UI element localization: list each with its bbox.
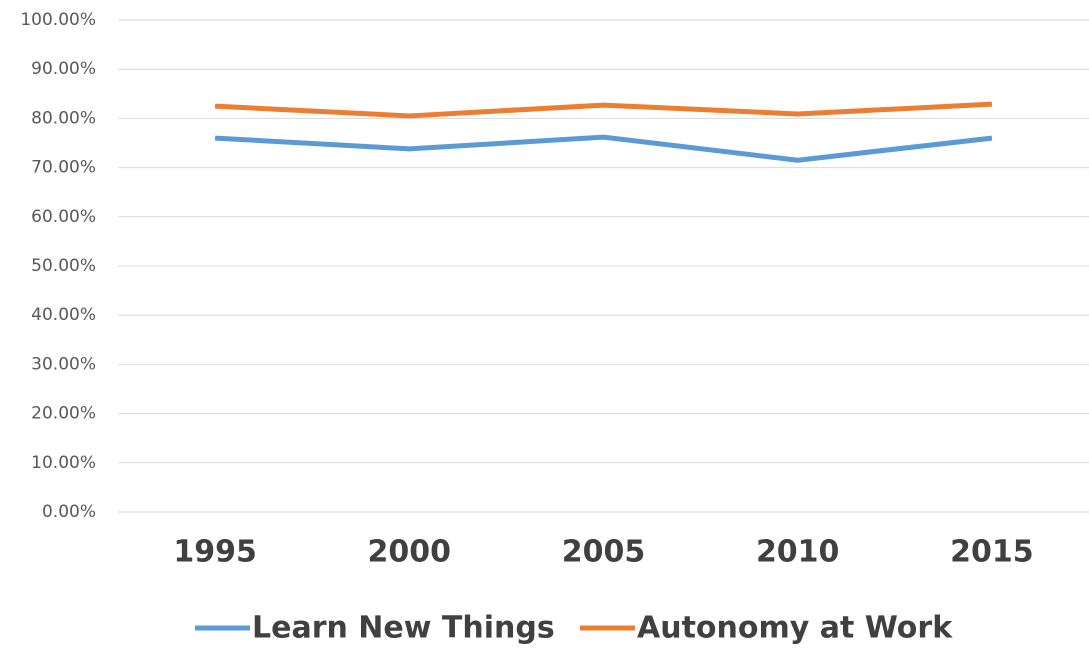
y-tick-label: 0.00% — [42, 502, 96, 522]
line-series — [214, 101, 993, 119]
y-tick-label: 70.00% — [31, 158, 96, 178]
y-tick-label: 40.00% — [31, 305, 96, 325]
y-tick-label: 50.00% — [31, 256, 96, 276]
y-tick-label: 100.00% — [20, 10, 96, 30]
line-series — [214, 134, 993, 163]
y-tick-label: 60.00% — [31, 207, 96, 227]
y-tick-label: 20.00% — [31, 404, 96, 424]
x-tick-label: 2010 — [756, 535, 840, 570]
x-tick-label: 2005 — [562, 535, 646, 570]
legend-label: Learn New Things — [252, 611, 555, 646]
legend-label: Autonomy at Work — [637, 611, 953, 646]
x-tick-label: 2000 — [368, 535, 452, 570]
y-tick-label: 30.00% — [31, 354, 96, 374]
x-tick-label: 2015 — [950, 535, 1034, 570]
x-tick-label: 1995 — [173, 535, 257, 570]
y-tick-label: 80.00% — [31, 108, 96, 128]
y-tick-label: 90.00% — [31, 59, 96, 79]
y-tick-label: 10.00% — [31, 453, 96, 473]
